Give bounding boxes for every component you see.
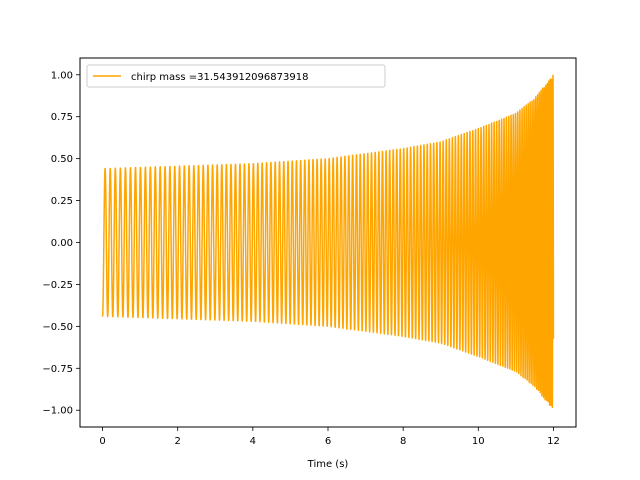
y-tick-label: 0.25 bbox=[51, 196, 73, 207]
x-tick-label: 10 bbox=[472, 436, 485, 447]
y-tick-label: −0.25 bbox=[42, 280, 73, 291]
legend-entry-label: chirp mass =31.543912096873918 bbox=[131, 72, 308, 83]
x-tick-label: 12 bbox=[547, 436, 560, 447]
y-tick-label: −0.75 bbox=[42, 364, 73, 375]
y-tick-label: 0.00 bbox=[51, 238, 73, 249]
x-tick-label: 4 bbox=[250, 436, 256, 447]
legend: chirp mass =31.543912096873918 bbox=[86, 64, 386, 88]
series-layer bbox=[101, 74, 555, 409]
x-axis: 0 2 4 6 8 10 12 bbox=[99, 427, 560, 447]
y-tick-label: 1.00 bbox=[51, 70, 73, 81]
legend-box bbox=[86, 64, 386, 88]
x-tick-label: 2 bbox=[175, 436, 181, 447]
x-axis-label: Time (s) bbox=[307, 459, 349, 470]
x-tick-label: 0 bbox=[99, 436, 105, 447]
x-tick-label: 6 bbox=[325, 436, 331, 447]
x-tick-label: 8 bbox=[400, 436, 406, 447]
y-tick-label: −0.50 bbox=[42, 322, 73, 333]
y-tick-label: 0.50 bbox=[51, 154, 73, 165]
y-axis: 1.00 0.75 0.50 0.25 0.00 −0.25 −0.50 −0.75 −1.00 bbox=[42, 70, 80, 417]
y-tick-label: −1.00 bbox=[42, 406, 73, 417]
y-tick-label: 0.75 bbox=[51, 112, 73, 123]
series-line bbox=[101, 74, 555, 409]
